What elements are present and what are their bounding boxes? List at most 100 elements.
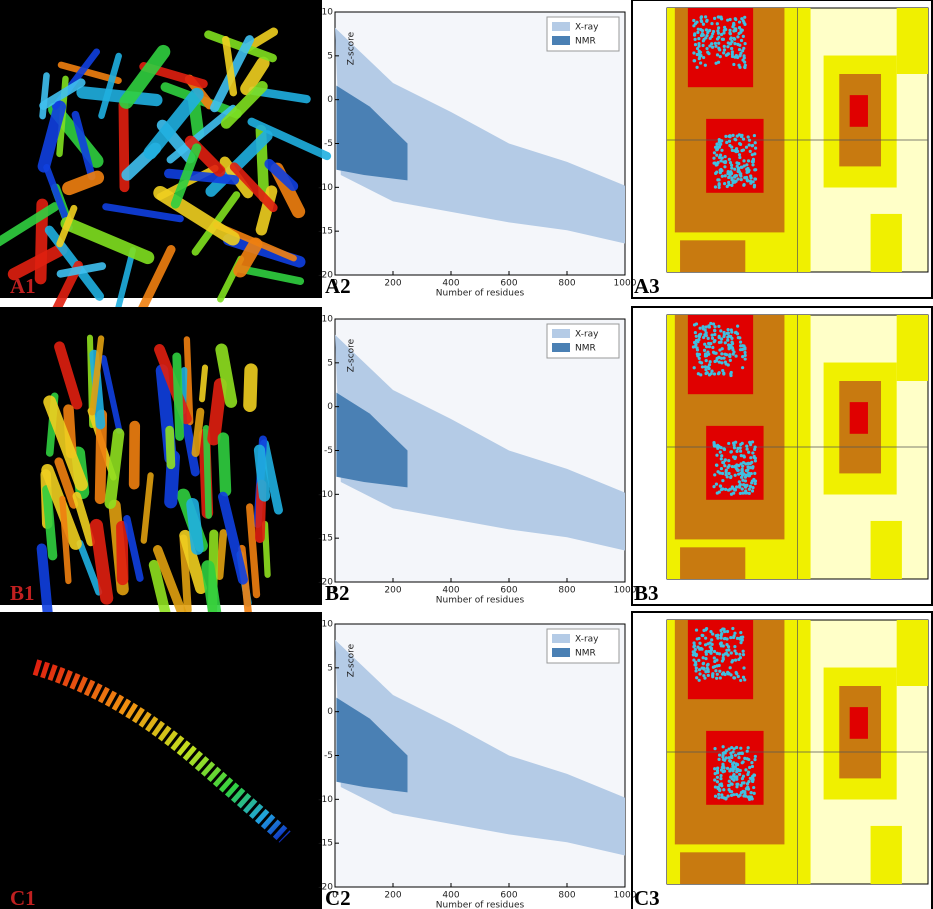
residue-dot bbox=[706, 336, 710, 340]
residue-dot bbox=[741, 460, 746, 465]
residue-dot bbox=[734, 745, 739, 750]
residue-dot bbox=[713, 329, 717, 333]
residue-dot bbox=[718, 348, 722, 352]
residue-dot bbox=[739, 178, 743, 182]
x-axis-label: Number of residues bbox=[436, 289, 525, 299]
residue-dot bbox=[705, 666, 709, 670]
residue-dot bbox=[749, 472, 753, 476]
residue-dot bbox=[702, 37, 706, 42]
residue-dot bbox=[745, 163, 749, 167]
helix bbox=[153, 545, 191, 629]
residue-dot bbox=[741, 653, 746, 657]
residue-dot bbox=[727, 747, 731, 751]
residue-dot bbox=[703, 342, 707, 346]
residue-dot bbox=[715, 672, 719, 676]
residue-dot bbox=[719, 340, 723, 344]
y-tick-label: -15 bbox=[318, 534, 333, 544]
residue-dot bbox=[743, 41, 747, 46]
residue-dot bbox=[697, 44, 701, 48]
residue-dot bbox=[743, 794, 748, 798]
residue-dot bbox=[699, 34, 704, 38]
residue-dot bbox=[726, 328, 730, 332]
residue-dot bbox=[697, 658, 701, 662]
residue-dot bbox=[697, 52, 702, 56]
residue-dot bbox=[726, 465, 730, 469]
structure-background bbox=[0, 612, 322, 909]
residue-dot bbox=[734, 652, 738, 656]
residue-dot bbox=[691, 345, 696, 349]
residue-dot bbox=[729, 163, 734, 167]
x-tick-label: 200 bbox=[384, 586, 401, 596]
residue-dot bbox=[739, 134, 744, 139]
residue-dot bbox=[704, 359, 708, 363]
x-tick-label: 600 bbox=[500, 586, 517, 596]
residue-dot bbox=[716, 372, 721, 376]
helix bbox=[112, 246, 136, 321]
y-tick-label: -20 bbox=[318, 578, 333, 588]
residue-dot bbox=[719, 643, 723, 648]
residue-dot bbox=[751, 486, 755, 490]
residue-dot bbox=[722, 371, 726, 375]
residue-dot bbox=[722, 330, 726, 335]
residue-dot bbox=[731, 626, 735, 631]
panel-label: A1 bbox=[10, 274, 36, 298]
panel-frame bbox=[631, 611, 933, 909]
residue-dot bbox=[715, 491, 719, 495]
residue-dot bbox=[715, 356, 719, 361]
helix bbox=[102, 203, 184, 223]
residue-dot bbox=[717, 663, 721, 668]
residue-dot bbox=[728, 17, 732, 22]
legend-swatch bbox=[552, 22, 570, 31]
residue-dot bbox=[722, 44, 726, 48]
residue-dot bbox=[727, 756, 731, 760]
residue-dot bbox=[729, 775, 733, 779]
helix bbox=[43, 395, 88, 491]
residue-dot bbox=[692, 51, 696, 55]
residue-dot bbox=[749, 174, 753, 178]
residue-dot bbox=[739, 172, 743, 176]
residue-dot bbox=[729, 651, 733, 655]
y-tick-label: -10 bbox=[318, 183, 333, 193]
residue-dot bbox=[727, 471, 731, 476]
residue-dot bbox=[725, 643, 729, 647]
helix bbox=[57, 61, 122, 85]
residue-dot bbox=[720, 37, 725, 41]
residue-dot bbox=[717, 324, 721, 329]
residue-dot bbox=[711, 322, 716, 326]
helix bbox=[119, 44, 171, 109]
residue-dot bbox=[739, 783, 743, 787]
residue-dot bbox=[732, 446, 737, 450]
residue-dot bbox=[751, 158, 755, 162]
residue-dot bbox=[737, 63, 741, 67]
residue-dot bbox=[732, 747, 736, 751]
y-axis-label: Z-score bbox=[347, 31, 357, 65]
residue-dot bbox=[721, 657, 725, 661]
residue-dot bbox=[732, 676, 736, 680]
x-tick-label: 1000 bbox=[614, 891, 637, 901]
residue-dot bbox=[739, 746, 743, 750]
residue-dot bbox=[738, 142, 743, 146]
residue-dot bbox=[734, 762, 738, 766]
residue-dot bbox=[727, 343, 731, 347]
residue-dot bbox=[723, 174, 727, 178]
residue-dot bbox=[721, 460, 725, 465]
helix bbox=[259, 439, 283, 515]
residue-dot bbox=[698, 672, 702, 676]
residue-dot bbox=[728, 31, 732, 35]
residue-dot bbox=[732, 350, 736, 354]
residue-dot bbox=[715, 676, 719, 680]
residue-dot bbox=[719, 633, 723, 638]
residue-dot bbox=[695, 637, 699, 641]
residue-dot bbox=[747, 487, 752, 491]
residue-dot bbox=[713, 359, 717, 364]
residue-dot bbox=[721, 745, 725, 749]
residue-dot bbox=[748, 795, 752, 799]
residue-dot bbox=[733, 17, 737, 21]
residue-dot bbox=[718, 55, 722, 59]
residue-dot bbox=[716, 470, 720, 474]
residue-dot bbox=[753, 445, 757, 449]
residue-dot bbox=[742, 472, 746, 476]
residue-dot bbox=[733, 765, 737, 769]
residue-dot bbox=[750, 460, 754, 464]
residue-dot bbox=[695, 676, 699, 680]
